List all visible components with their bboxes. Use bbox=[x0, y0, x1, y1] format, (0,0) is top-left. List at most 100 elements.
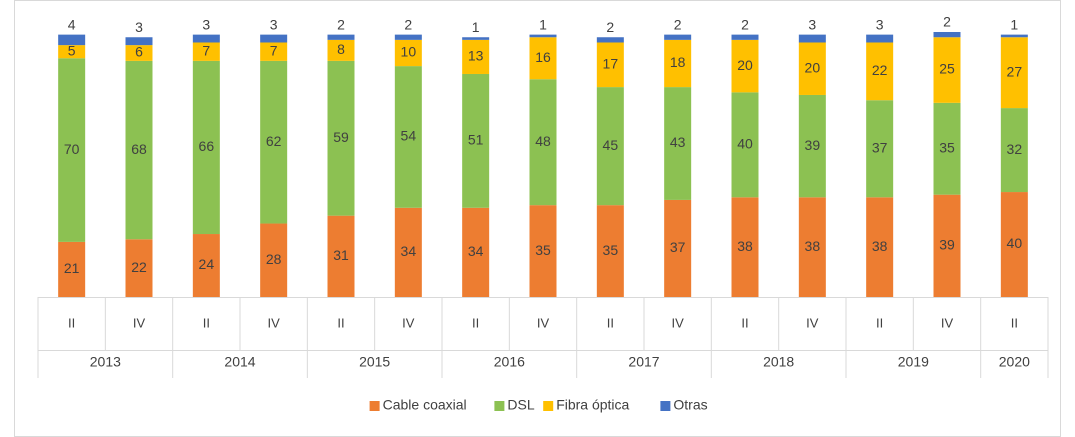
data-label: 35 bbox=[939, 139, 955, 155]
data-label: 40 bbox=[737, 136, 753, 152]
data-label: 25 bbox=[939, 61, 955, 77]
bar-segment bbox=[394, 207, 422, 297]
bar-segment bbox=[192, 234, 220, 297]
data-label: 3 bbox=[808, 16, 816, 32]
bar-segment bbox=[327, 215, 355, 297]
group-label: 2015 bbox=[359, 354, 390, 370]
group-label: 2014 bbox=[224, 354, 255, 370]
group-label: 2019 bbox=[898, 354, 929, 370]
bar-segment bbox=[58, 58, 86, 242]
bar-segment bbox=[462, 73, 490, 208]
data-label: 17 bbox=[603, 56, 619, 72]
bar-segment bbox=[933, 194, 961, 297]
data-label: 21 bbox=[64, 260, 80, 276]
data-label: 62 bbox=[266, 133, 282, 149]
bar-segment bbox=[58, 45, 86, 59]
bar-segment bbox=[192, 42, 220, 61]
bar-segment bbox=[327, 60, 355, 216]
data-label: 45 bbox=[603, 137, 619, 153]
data-label: 3 bbox=[202, 16, 210, 32]
group-label: 2013 bbox=[90, 354, 121, 370]
x-tick-label: II bbox=[203, 315, 210, 330]
bar-segment bbox=[125, 37, 153, 46]
data-label: 27 bbox=[1007, 63, 1023, 79]
data-label: 3 bbox=[270, 16, 278, 32]
legend-label: Otras bbox=[673, 397, 707, 413]
data-label: 68 bbox=[131, 141, 147, 157]
bar-segment bbox=[529, 34, 557, 38]
bar-segment bbox=[1000, 37, 1028, 109]
bar-segment bbox=[125, 60, 153, 240]
bar-segment bbox=[192, 60, 220, 235]
x-tick-label: II bbox=[337, 315, 344, 330]
legend-swatch bbox=[494, 401, 505, 411]
group-label: 2016 bbox=[494, 354, 525, 370]
data-label: 59 bbox=[333, 129, 349, 145]
data-label: 34 bbox=[401, 243, 417, 259]
bar-segment bbox=[596, 205, 624, 297]
bar-segment bbox=[529, 205, 557, 297]
data-label: 35 bbox=[603, 242, 619, 258]
data-label: 43 bbox=[670, 134, 686, 150]
data-label: 39 bbox=[805, 137, 821, 153]
bar-segment bbox=[1000, 192, 1028, 297]
bar-segment bbox=[394, 66, 422, 208]
x-tick-label: IV bbox=[672, 315, 685, 330]
bar-segment bbox=[529, 79, 557, 206]
legend-label: DSL bbox=[507, 397, 534, 413]
x-tick-label: IV bbox=[402, 315, 415, 330]
data-label: 3 bbox=[876, 16, 884, 32]
bar-segment bbox=[125, 45, 153, 61]
bar-segment bbox=[462, 37, 490, 40]
bar-segment bbox=[731, 197, 759, 297]
data-label: 20 bbox=[805, 59, 821, 75]
x-tick-label: IV bbox=[537, 315, 550, 330]
data-label: 35 bbox=[535, 242, 551, 258]
legend-label: Fibra óptica bbox=[556, 397, 629, 413]
x-tick-label: II bbox=[472, 315, 479, 330]
bar-segment bbox=[125, 239, 153, 297]
data-label: 34 bbox=[468, 243, 484, 259]
bar-segment bbox=[596, 87, 624, 206]
legend-swatch bbox=[543, 401, 554, 411]
data-label: 1 bbox=[539, 16, 547, 32]
x-tick-label: IV bbox=[133, 315, 146, 330]
data-label: 4 bbox=[68, 16, 76, 32]
data-label: 48 bbox=[535, 133, 551, 149]
bar-segment bbox=[664, 87, 692, 200]
x-tick-label: IV bbox=[268, 315, 281, 330]
x-tick-label: II bbox=[876, 315, 883, 330]
data-label: 7 bbox=[202, 42, 210, 58]
data-label: 2 bbox=[337, 16, 345, 32]
data-label: 2 bbox=[404, 16, 412, 32]
bar-segment bbox=[933, 32, 961, 38]
data-label: 5 bbox=[68, 42, 76, 58]
data-label: 38 bbox=[872, 238, 888, 254]
bar-segment bbox=[933, 37, 961, 103]
data-label: 20 bbox=[737, 57, 753, 73]
group-label: 2020 bbox=[999, 354, 1030, 370]
data-label: 38 bbox=[805, 238, 821, 254]
legend-swatch bbox=[369, 401, 380, 411]
bar-segment bbox=[664, 199, 692, 297]
data-label: 39 bbox=[939, 237, 955, 253]
data-label: 2 bbox=[741, 16, 749, 32]
bar-segment bbox=[1000, 34, 1028, 38]
data-label: 32 bbox=[1007, 141, 1023, 157]
data-label: 2 bbox=[943, 14, 951, 30]
bar-segment bbox=[58, 34, 86, 46]
data-label: 51 bbox=[468, 132, 484, 148]
bar-segment bbox=[933, 102, 961, 195]
bar-segment bbox=[866, 34, 894, 43]
data-label: 16 bbox=[535, 49, 551, 65]
data-label: 37 bbox=[670, 239, 686, 255]
x-tick-label: II bbox=[607, 315, 614, 330]
data-label: 2 bbox=[674, 16, 682, 32]
bar-segment bbox=[798, 197, 826, 297]
bar-segment bbox=[260, 42, 288, 61]
x-tick-label: II bbox=[68, 315, 75, 330]
legend-swatch bbox=[660, 401, 671, 411]
x-tick-label: II bbox=[1011, 315, 1018, 330]
legend-label: Cable coaxial bbox=[383, 397, 467, 413]
